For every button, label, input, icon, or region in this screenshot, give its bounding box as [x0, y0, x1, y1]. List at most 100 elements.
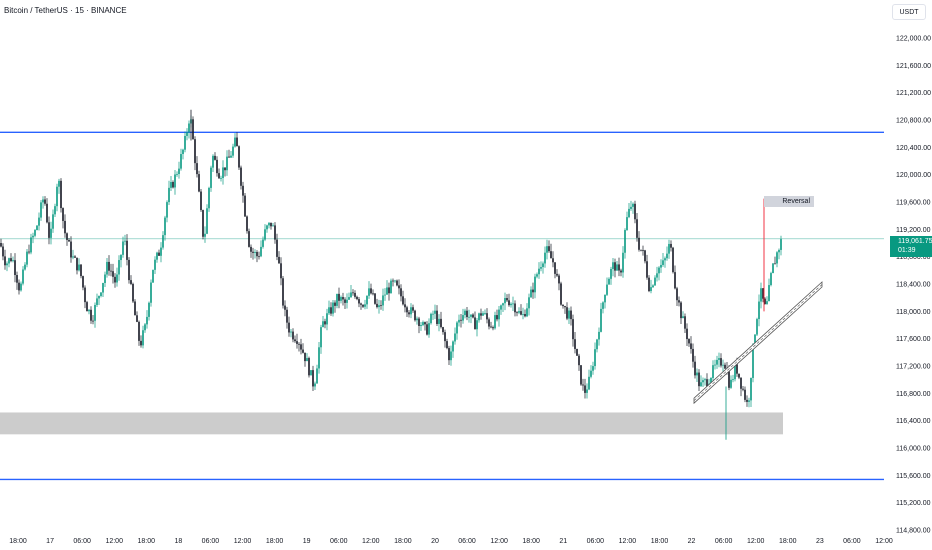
candle-body — [182, 149, 184, 155]
candle-body — [736, 364, 738, 374]
candle-body — [114, 276, 116, 283]
candle-body — [180, 154, 182, 169]
candle-body — [150, 282, 152, 303]
candle-body — [270, 222, 272, 227]
candle-body — [430, 313, 432, 324]
y-tick-label: 116,800.00 — [896, 391, 931, 398]
x-tick-label: 22 — [688, 538, 696, 545]
candle-body — [636, 219, 638, 238]
candle-body — [686, 328, 688, 340]
candle-body — [336, 293, 338, 306]
currency-button[interactable]: USDT — [892, 4, 926, 20]
candle-body — [766, 301, 768, 305]
candle-body — [410, 307, 412, 315]
candle-body — [584, 385, 586, 393]
candle-body — [638, 237, 640, 250]
candle-body — [404, 304, 406, 308]
candle-body — [682, 316, 684, 319]
reversal-label[interactable]: Reversal — [764, 196, 814, 207]
candle-body — [272, 225, 274, 227]
candle-body — [436, 310, 438, 324]
candle-body — [724, 364, 726, 369]
candle-body — [658, 267, 660, 274]
candle-body — [222, 167, 224, 179]
candle-body — [102, 282, 104, 293]
symbol-title: Bitcoin / TetherUS · 15 · BINANCE — [4, 6, 127, 15]
candle-body — [694, 361, 696, 376]
candle-body — [616, 264, 618, 271]
candle-body — [622, 252, 624, 273]
candle-body — [674, 272, 676, 289]
candle-body — [76, 257, 78, 271]
candle-body — [604, 294, 606, 303]
candle-body — [330, 307, 332, 314]
y-tick-label: 119,200.00 — [896, 227, 931, 234]
candle-body — [234, 137, 236, 147]
candle-body — [30, 237, 32, 253]
candle-body — [228, 156, 230, 158]
candle-body — [18, 282, 20, 291]
candle-body — [640, 249, 642, 251]
candle-body — [74, 256, 76, 258]
y-tick-label: 115,200.00 — [896, 500, 931, 507]
x-tick-label: 18:00 — [651, 538, 669, 545]
candle-body — [600, 308, 602, 332]
candle-body — [610, 268, 612, 279]
candle-body — [176, 174, 178, 175]
candle-body — [48, 222, 50, 238]
candle-body — [670, 243, 672, 248]
candle-body — [588, 376, 590, 390]
candle-body — [152, 269, 154, 283]
candle-body — [316, 368, 318, 384]
candle-body — [720, 358, 722, 366]
candle-body — [244, 195, 246, 217]
candle-body — [716, 359, 718, 365]
candle-body — [634, 203, 636, 220]
candle-body — [46, 203, 48, 223]
x-tick-label: 17 — [46, 538, 54, 545]
candle-body — [62, 208, 64, 221]
trendline-channel[interactable] — [693, 281, 823, 405]
candle-body — [576, 348, 578, 356]
candle-body — [200, 191, 202, 211]
candle-body — [140, 340, 142, 346]
candle-body — [328, 307, 330, 314]
candle-body — [292, 331, 294, 340]
candle-body — [254, 251, 256, 253]
candle-body — [206, 208, 208, 234]
candle-body — [294, 339, 296, 342]
candle-body — [416, 318, 418, 321]
candle-body — [502, 303, 504, 306]
candle-body — [368, 288, 370, 296]
candle-body — [260, 246, 262, 257]
horizontal-levels — [0, 131, 884, 481]
candle-body — [348, 297, 350, 300]
candle-body — [684, 316, 686, 329]
x-tick-label: 18:00 — [266, 538, 284, 545]
time-axis[interactable]: 18:00 17 06:00 12:00 18:00 18 06:00 12:00 18:00 1… — [9, 538, 893, 545]
candle-body — [218, 173, 220, 179]
candle-body — [574, 339, 576, 349]
candle-body — [64, 220, 66, 234]
candle-body — [594, 349, 596, 367]
candle-body — [34, 230, 36, 236]
support-zone[interactable] — [0, 412, 783, 435]
candle-body — [26, 251, 28, 265]
candle-body — [554, 262, 556, 274]
price-axis[interactable]: 122,000.00 121,600.00 121,200.00 120,800.00… — [896, 36, 931, 535]
candle-body — [692, 348, 694, 362]
candle-body — [756, 319, 758, 335]
candle-body — [648, 277, 650, 292]
candle-body — [526, 308, 528, 317]
candle-body — [192, 119, 194, 140]
candle-body — [92, 320, 94, 322]
candle-body — [620, 270, 622, 273]
candle-body — [300, 344, 302, 350]
candle-body — [722, 364, 724, 366]
candle-body — [560, 283, 562, 305]
candle-body — [6, 263, 8, 266]
candle-body — [550, 251, 552, 259]
candle-body — [174, 174, 176, 188]
candle-body — [780, 239, 782, 250]
